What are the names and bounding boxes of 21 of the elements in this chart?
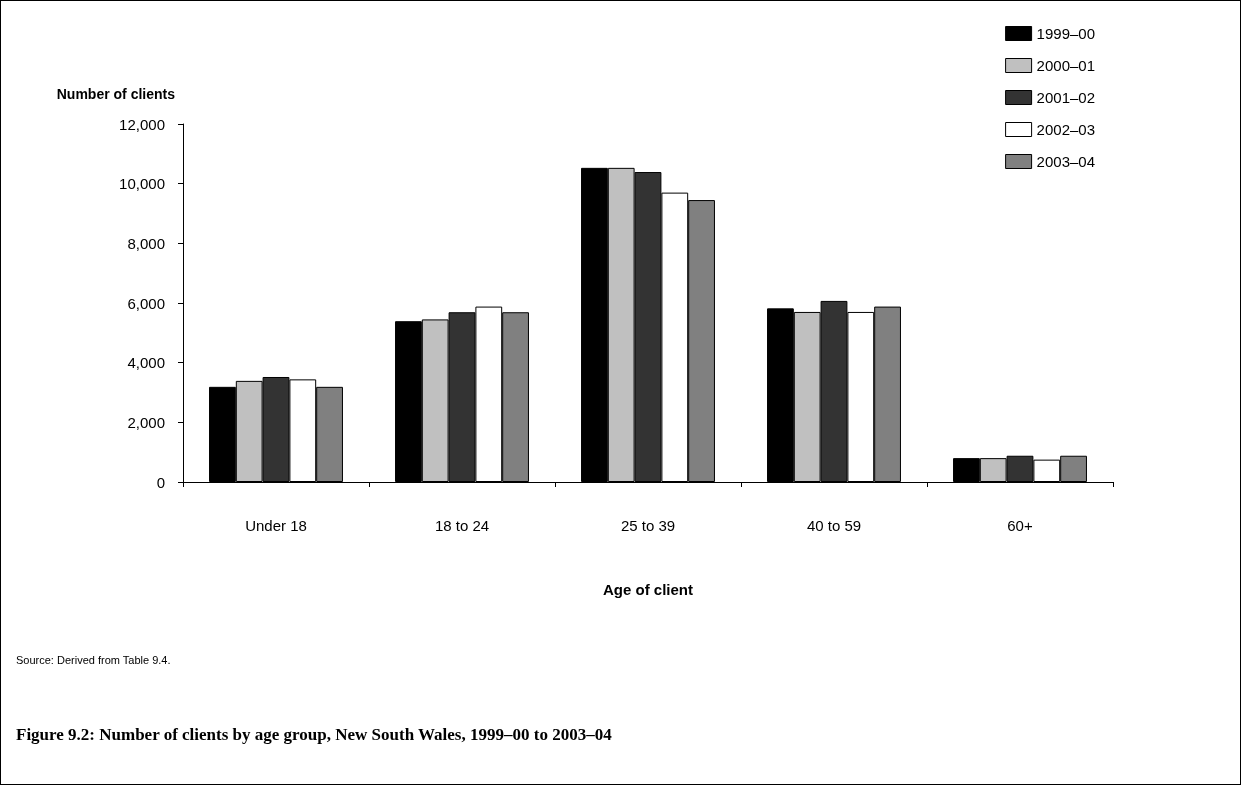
x-tick-label: Under 18 (245, 517, 307, 534)
y-axis-title: Number of clients (56, 85, 176, 102)
source-note: Source: Derived from Table 9.4. (16, 653, 171, 666)
x-tick-label: 60+ (1007, 517, 1033, 534)
y-tick-label: 4,000 (127, 354, 165, 372)
text: Figure 9.2: Number of clients by age group, New South Wales, 1999–00 to 2003–04 (16, 725, 613, 744)
y-tick-label: 10,000 (119, 175, 165, 193)
legend-label: 2002–03 (1036, 121, 1096, 138)
legend-label: 2003–04 (1036, 153, 1096, 170)
y-tick-label: 6,000 (127, 294, 165, 312)
legend-label: 2000–01 (1036, 57, 1096, 74)
y-tick-label: 0 (156, 473, 165, 491)
legend-label: 1999–00 (1036, 25, 1096, 42)
x-tick-label: 25 to 39 (620, 517, 676, 534)
x-tick-label: 40 to 59 (806, 517, 862, 534)
y-tick-label: 2,000 (127, 413, 165, 431)
y-tick-label: 8,000 (127, 234, 165, 252)
y-tick-label: 12,000 (119, 115, 165, 133)
x-tick-label: 18 to 24 (434, 517, 490, 534)
x-axis-title: Age of client (602, 581, 694, 598)
legend-label: 2001–02 (1036, 89, 1096, 106)
